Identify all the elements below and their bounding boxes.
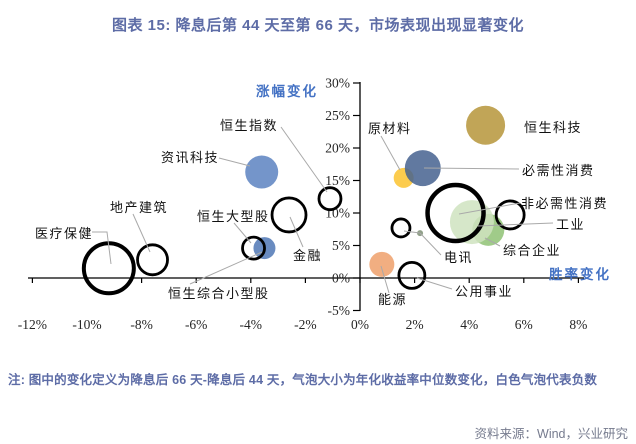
figure-title: 图表 15: 降息后第 44 天至第 66 天，市场表现出现显著变化 [111,17,525,34]
bubble-property [136,243,169,277]
bubble-label-property: 地产建筑 [110,200,168,216]
leader-materials [380,135,401,171]
x-tick-label: 6% [515,317,533,332]
x-tick-label: -6% [185,317,208,332]
bubble-hstech [466,105,506,145]
bubble-hsi [317,186,343,212]
x-tick-label: -4% [240,317,263,332]
bubble-largecap [241,235,266,261]
leader-financials [289,216,304,248]
y-tick-label: 0% [332,271,350,286]
bubble-label-smallcap: 恒生综合小型股 [168,287,270,302]
x-tick-label: 8% [569,317,587,332]
y-tick-label: 15% [325,173,350,188]
y-tick-label: -5% [328,303,351,318]
leader-healthcare [92,231,112,265]
leader-utilities [416,277,453,290]
leader-industrials [477,222,554,227]
y-tick-label: 30% [325,76,350,91]
x-tick-label: 0% [351,317,369,332]
bubble-label-conglomerates: 综合企业 [503,243,561,259]
figure-source: 资料来源：Wind，兴业研究 [474,427,628,441]
figure-note: 注: 图中的变化定义为降息后 66 天-降息后 44 天，气泡大小为年化收益率中… [8,373,598,387]
bubble-label-it: 资讯科技 [161,151,219,166]
bubble-label-largecap: 恒生大型股 [197,210,270,225]
bubble-ring-extra [494,199,526,231]
bubble-utilities [397,260,427,290]
leader-largecap [233,222,252,244]
bubble-label-energy: 能源 [378,293,407,308]
bubble-label-telecom: 电讯 [444,251,473,266]
y-tick-label: 5% [332,238,350,253]
x-tick-label: -10% [72,317,101,332]
leader-property [132,213,151,253]
x-tick-label: -2% [294,317,317,332]
leader-it [218,157,251,167]
x-tick-label: -8% [130,317,153,332]
leader-telecom [403,230,442,256]
bubble-label-healthcare: 医疗保健 [35,227,93,242]
leader-staples [423,167,520,170]
x-tick-label: -12% [18,317,47,332]
bubble-staples [404,150,441,187]
x-tick-label: 2% [406,317,424,332]
bubble-label-hstech: 恒生科技 [524,121,582,136]
bubble-label-materials: 原材料 [368,122,412,137]
leader-hsi [280,126,328,193]
bubble-energy [369,251,395,277]
y-tick-label: 25% [325,108,350,123]
bubble-label-hsi: 恒生指数 [220,119,278,134]
bubble-label-financials: 金融 [293,248,322,264]
bubble-label-utilities: 公用事业 [455,285,513,300]
leader-energy [380,265,390,294]
bubble-label-industrials: 工业 [556,218,585,233]
bubble-it [245,155,279,189]
bubble-financials [270,196,308,234]
bubble-telecom [390,217,412,239]
bubble-label-discretionary: 非必需性消费 [521,197,608,212]
leader-conglomerates [484,237,501,247]
x-axis-title: 胜率变化 [549,267,611,283]
x-tick-label: 4% [460,317,478,332]
bubble-label-staples: 必需性消费 [522,164,595,179]
y-tick-label: 20% [325,141,350,156]
y-axis-title: 涨幅变化 [256,84,318,100]
leader-smallcap [189,251,263,285]
leader-discretionary [458,202,521,215]
bubble-discretionary [425,182,486,244]
